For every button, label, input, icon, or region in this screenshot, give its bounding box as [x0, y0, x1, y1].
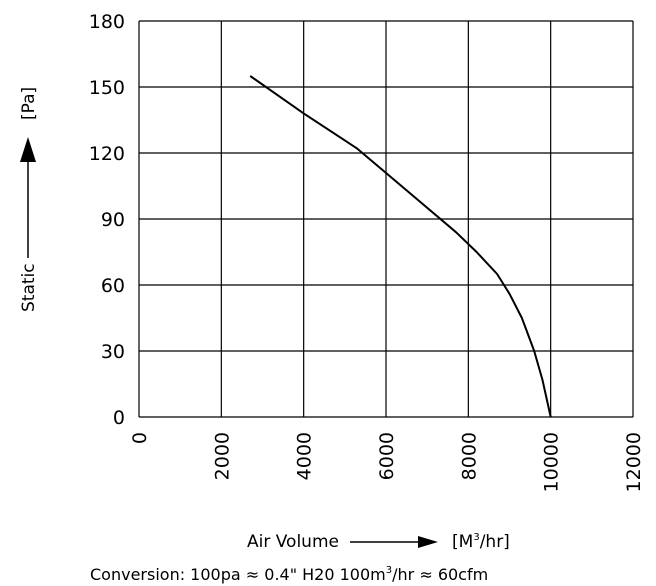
y-tick-label: 90: [101, 209, 125, 231]
x-tick-label: 2000: [211, 432, 233, 480]
y-axis-unit: [Pa]: [19, 87, 39, 120]
y-tick-label: 150: [89, 77, 125, 99]
y-tick-label: 0: [113, 407, 125, 429]
series-line: [249, 75, 552, 418]
y-tick-label: 30: [101, 341, 125, 363]
x-axis-label: Air Volume: [247, 532, 339, 552]
x-tick-label: 6000: [376, 432, 398, 480]
y-tick-label: 180: [89, 11, 125, 33]
x-tick-label: 0: [129, 432, 151, 444]
y-tick-labels: 0 30 60 90 120 150 180: [89, 11, 125, 429]
x-axis-arrow-head-icon: [418, 536, 438, 548]
x-tick-label: 8000: [458, 432, 480, 480]
y-axis-arrow-head-icon: [20, 137, 36, 162]
x-tick-label: 4000: [294, 432, 316, 480]
x-tick-label: 10000: [541, 432, 563, 492]
grid-lines: [138, 20, 634, 418]
y-axis-label: Static: [19, 263, 39, 312]
y-tick-label: 120: [89, 143, 125, 165]
y-tick-label: 60: [101, 275, 125, 297]
x-tick-labels: 0 2000 4000 6000 8000 10000 12000: [129, 432, 645, 492]
x-tick-label: 12000: [623, 432, 645, 492]
x-axis-unit: [M3/hr]: [452, 532, 510, 552]
series-group: [249, 75, 552, 418]
conversion-note: Conversion: 100pa ≈ 0.4" H20 100m3/hr ≈ …: [90, 565, 488, 584]
